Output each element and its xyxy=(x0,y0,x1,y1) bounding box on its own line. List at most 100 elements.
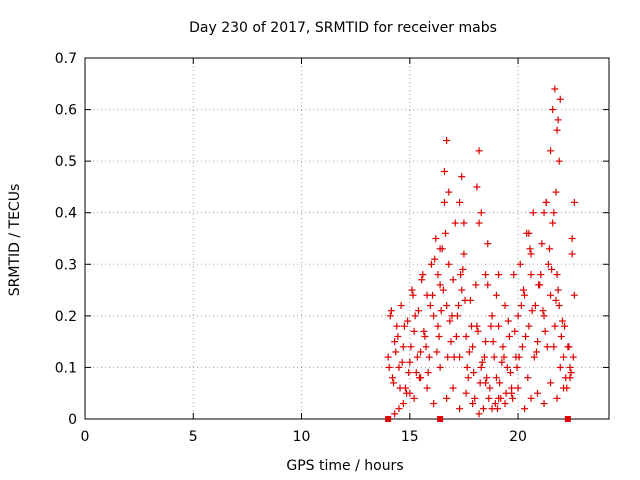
data-point xyxy=(537,271,545,279)
data-point xyxy=(460,250,468,258)
data-point xyxy=(485,394,493,402)
data-point xyxy=(436,281,444,289)
data-point xyxy=(418,276,426,284)
data-point xyxy=(436,245,444,253)
data-point xyxy=(501,400,509,408)
data-point xyxy=(433,348,441,356)
data-point xyxy=(430,312,438,320)
data-point xyxy=(409,291,417,299)
data-point xyxy=(513,363,521,371)
data-point xyxy=(535,281,543,289)
data-point xyxy=(462,389,470,397)
data-point xyxy=(449,276,457,284)
data-point xyxy=(406,389,414,397)
data-point xyxy=(486,384,494,392)
data-point xyxy=(543,343,551,351)
data-point xyxy=(489,338,497,346)
data-point xyxy=(501,302,509,310)
data-point xyxy=(407,343,415,351)
data-point xyxy=(388,374,396,382)
data-point xyxy=(437,307,445,315)
data-point xyxy=(505,332,513,340)
data-point xyxy=(539,307,547,315)
data-point xyxy=(399,343,407,351)
data-point xyxy=(450,353,458,361)
data-point xyxy=(527,394,535,402)
data-point xyxy=(458,173,466,181)
data-point xyxy=(468,322,476,330)
data-point xyxy=(499,343,507,351)
data-point xyxy=(419,271,427,279)
data-point xyxy=(395,405,403,413)
data-point xyxy=(396,384,404,392)
data-point xyxy=(557,332,565,340)
data-point xyxy=(528,307,536,315)
data-point xyxy=(456,405,464,413)
x-tick-label: 15 xyxy=(401,429,419,445)
data-point xyxy=(540,209,548,217)
data-point xyxy=(550,209,558,217)
data-point xyxy=(568,235,576,242)
data-point xyxy=(492,291,500,299)
axis-ticks: 0 5 10 15 20 0 0.1 0.2 0.3 0.4 0.5 0.6 0.7 xyxy=(55,51,609,445)
data-point xyxy=(430,400,438,408)
data-point xyxy=(417,374,425,382)
data-point xyxy=(514,384,522,392)
data-point xyxy=(410,327,418,335)
gap-marker xyxy=(564,416,571,422)
data-point xyxy=(560,384,568,392)
x-tick-label: 20 xyxy=(509,429,527,445)
data-point xyxy=(551,85,559,93)
y-axis-label: SRMTID / TECUs xyxy=(7,184,23,297)
data-point xyxy=(556,363,564,371)
data-point xyxy=(555,302,563,310)
gap-marker xyxy=(385,416,392,422)
data-point xyxy=(434,271,442,279)
data-point xyxy=(404,317,412,325)
data-point xyxy=(406,358,414,366)
data-point xyxy=(456,198,464,206)
data-point xyxy=(408,286,416,294)
data-point xyxy=(545,245,553,253)
data-point xyxy=(566,363,574,371)
data-point xyxy=(393,322,401,330)
data-point xyxy=(443,302,451,310)
data-point xyxy=(554,286,562,294)
data-point xyxy=(473,183,481,191)
data-point xyxy=(534,338,542,346)
data-point xyxy=(384,353,392,361)
data-point xyxy=(527,271,535,279)
plot-frame xyxy=(84,57,610,420)
data-point xyxy=(482,338,490,346)
data-point xyxy=(405,369,413,377)
data-point xyxy=(477,363,485,371)
data-point xyxy=(469,343,477,351)
data-point xyxy=(529,209,537,217)
data-point xyxy=(556,95,564,103)
data-point xyxy=(518,343,526,351)
data-point xyxy=(426,302,434,310)
data-point xyxy=(570,291,578,299)
data-point xyxy=(449,384,457,392)
x-tick-label: 10 xyxy=(293,429,311,445)
y-tick-label: 0.3 xyxy=(55,257,77,273)
data-point xyxy=(506,369,514,377)
data-point xyxy=(511,327,519,335)
gap-marker xyxy=(437,416,444,422)
data-point xyxy=(431,255,439,263)
data-point xyxy=(527,250,535,258)
data-point xyxy=(477,209,485,217)
x-tick-label: 5 xyxy=(189,429,198,445)
data-point xyxy=(484,240,492,248)
data-point xyxy=(550,343,558,351)
data-point xyxy=(490,353,498,361)
data-point xyxy=(534,389,542,397)
data-point xyxy=(521,291,529,299)
data-point xyxy=(568,250,576,258)
data-point xyxy=(429,291,437,299)
data-point xyxy=(540,312,548,320)
data-point xyxy=(439,286,447,294)
data-point xyxy=(553,126,561,134)
data-point xyxy=(394,332,402,340)
data-point xyxy=(457,271,465,279)
